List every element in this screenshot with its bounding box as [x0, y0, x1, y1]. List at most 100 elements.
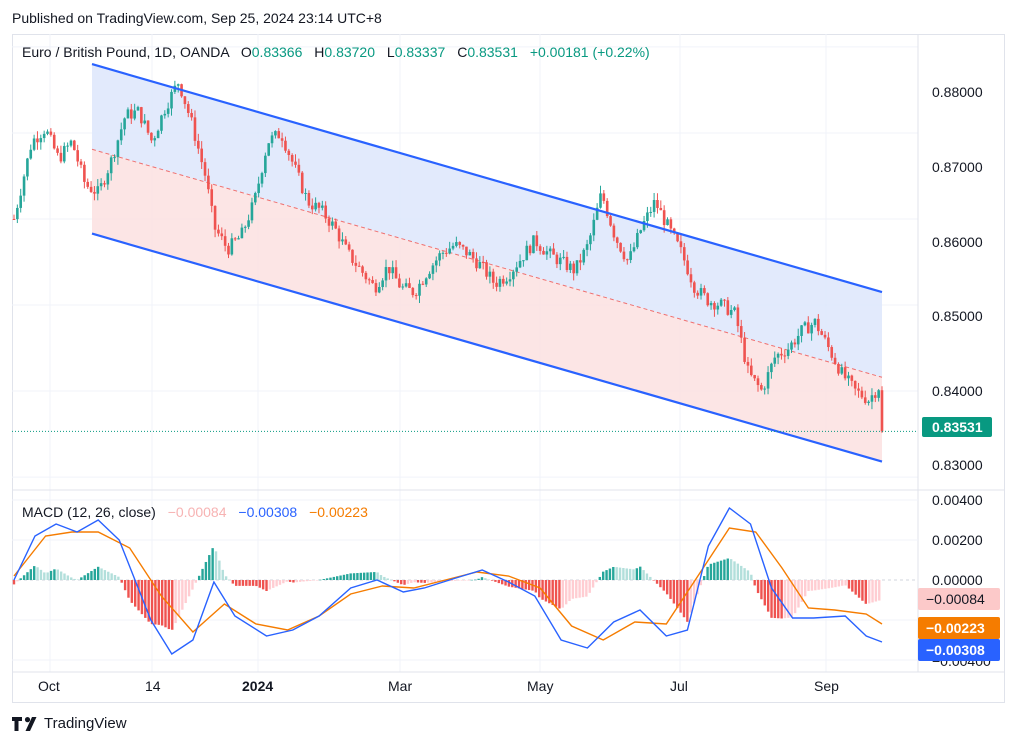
price-tick: 0.84000 — [932, 383, 983, 399]
macd-hist-bar — [33, 566, 36, 580]
macd-hist-bar — [457, 580, 460, 581]
macd-hist-bar — [150, 580, 154, 625]
macd-hist-bar — [474, 579, 477, 581]
macd-hist-bar — [70, 577, 73, 580]
candle-body — [227, 245, 230, 255]
macd-title[interactable]: MACD (12, 26, close) — [22, 504, 156, 520]
macd-hist-bar — [484, 578, 487, 580]
symbol-title[interactable]: Euro / British Pound, 1D, OANDA — [22, 44, 230, 60]
candle-body — [421, 283, 425, 285]
candle-body — [243, 226, 247, 228]
candle-body — [414, 295, 418, 297]
candle-body — [398, 278, 401, 288]
macd-hist-bar — [453, 580, 457, 581]
candle-body — [103, 183, 106, 185]
candle-body — [210, 189, 214, 206]
macd-hist-bar — [43, 572, 46, 580]
candle-body — [830, 347, 834, 358]
candle-body — [354, 262, 358, 266]
macd-hist-bar — [733, 561, 736, 580]
macd-hist-bar — [369, 572, 373, 580]
channel-lower-line[interactable] — [91, 232, 883, 463]
candle-body — [297, 164, 301, 173]
candle-body — [719, 299, 723, 306]
macd-hist-bar — [601, 571, 605, 580]
price-tick: 0.83000 — [932, 457, 983, 473]
macd-hist-bar — [181, 580, 184, 610]
macd-hist-bar — [349, 573, 352, 580]
candle-body — [565, 256, 569, 270]
macd-hist-bar — [450, 580, 453, 582]
candle-body — [481, 262, 485, 264]
macd-hist-bar — [137, 580, 140, 611]
candle-body — [257, 183, 260, 194]
macd-hist-bar — [430, 580, 433, 583]
candle-body — [264, 155, 267, 174]
candle-body — [62, 146, 66, 162]
candle-body — [579, 260, 582, 263]
macd-hist-bar — [460, 580, 463, 581]
macd-hist-bar — [686, 580, 689, 622]
candle-body — [589, 235, 592, 245]
candle-body — [113, 157, 116, 159]
macd-hist-bar — [756, 580, 760, 594]
macd-tick: 0.00200 — [932, 532, 983, 548]
candle-body — [743, 337, 746, 362]
candle-body — [649, 211, 653, 213]
candle-body — [827, 337, 830, 348]
price-axis[interactable]: 0.88000 0.87000 0.86000 0.85000 0.84000 … — [932, 84, 983, 473]
candle-body — [518, 260, 522, 268]
time-axis[interactable]: Oct 14 2024 Mar May Jul Sep — [38, 678, 839, 694]
macd-hist-bar — [682, 580, 686, 618]
candle-body — [146, 120, 150, 133]
macd-hist-bar — [803, 580, 807, 597]
candle-body — [558, 257, 562, 265]
macd-hist-bar — [315, 580, 319, 581]
macd-hist-bar — [204, 561, 208, 580]
macd-hist-bar — [632, 569, 635, 580]
candle-body — [538, 246, 542, 251]
candle-body — [716, 305, 720, 310]
macd-hist-bar — [49, 570, 53, 580]
candle-body — [377, 287, 381, 293]
candle-body — [374, 283, 378, 293]
channel-upper-line[interactable] — [91, 63, 883, 294]
candle-body — [686, 260, 689, 275]
candle-body — [247, 220, 250, 227]
macd-hist-bar — [763, 580, 766, 606]
macd-hist-bar — [154, 580, 157, 625]
candle-body — [746, 361, 750, 366]
macd-hist-bar — [346, 574, 349, 580]
candle-body — [602, 193, 606, 201]
candle-body — [666, 219, 669, 226]
macd-hist-bar — [847, 580, 851, 589]
macd-hist-bar — [470, 579, 474, 581]
macd-hist-bar — [857, 580, 861, 598]
candle-body — [140, 107, 143, 124]
candle-body — [424, 278, 428, 285]
macd-hist-bar — [554, 580, 558, 607]
candle-body — [371, 280, 374, 284]
macd-hist-bar — [278, 580, 282, 585]
macd-hist-bar — [325, 578, 329, 580]
candle-body — [96, 186, 100, 194]
macd-hist-bar — [608, 568, 612, 580]
macd-hist-bar — [22, 575, 26, 580]
open-value: 0.83366 — [252, 44, 303, 60]
macd-hist-bar — [568, 580, 571, 602]
macd-hist-bar — [504, 580, 507, 586]
svg-text:Euro / British Pound, 1D, OAND: Euro / British Pound, 1D, OANDA O0.83366… — [22, 44, 650, 60]
candle-body — [810, 324, 813, 334]
candle-body — [59, 152, 63, 162]
candle-body — [535, 235, 539, 247]
footer-logo[interactable]: TradingView — [12, 715, 127, 732]
macd-hist-bar — [410, 580, 413, 583]
candle-body — [136, 107, 140, 111]
macd-hist-bar — [285, 580, 288, 582]
candle-body — [475, 258, 478, 269]
candle-body — [166, 108, 170, 114]
candle-body — [612, 225, 616, 238]
candle-body — [555, 254, 559, 265]
low-value: 0.83337 — [395, 44, 446, 60]
